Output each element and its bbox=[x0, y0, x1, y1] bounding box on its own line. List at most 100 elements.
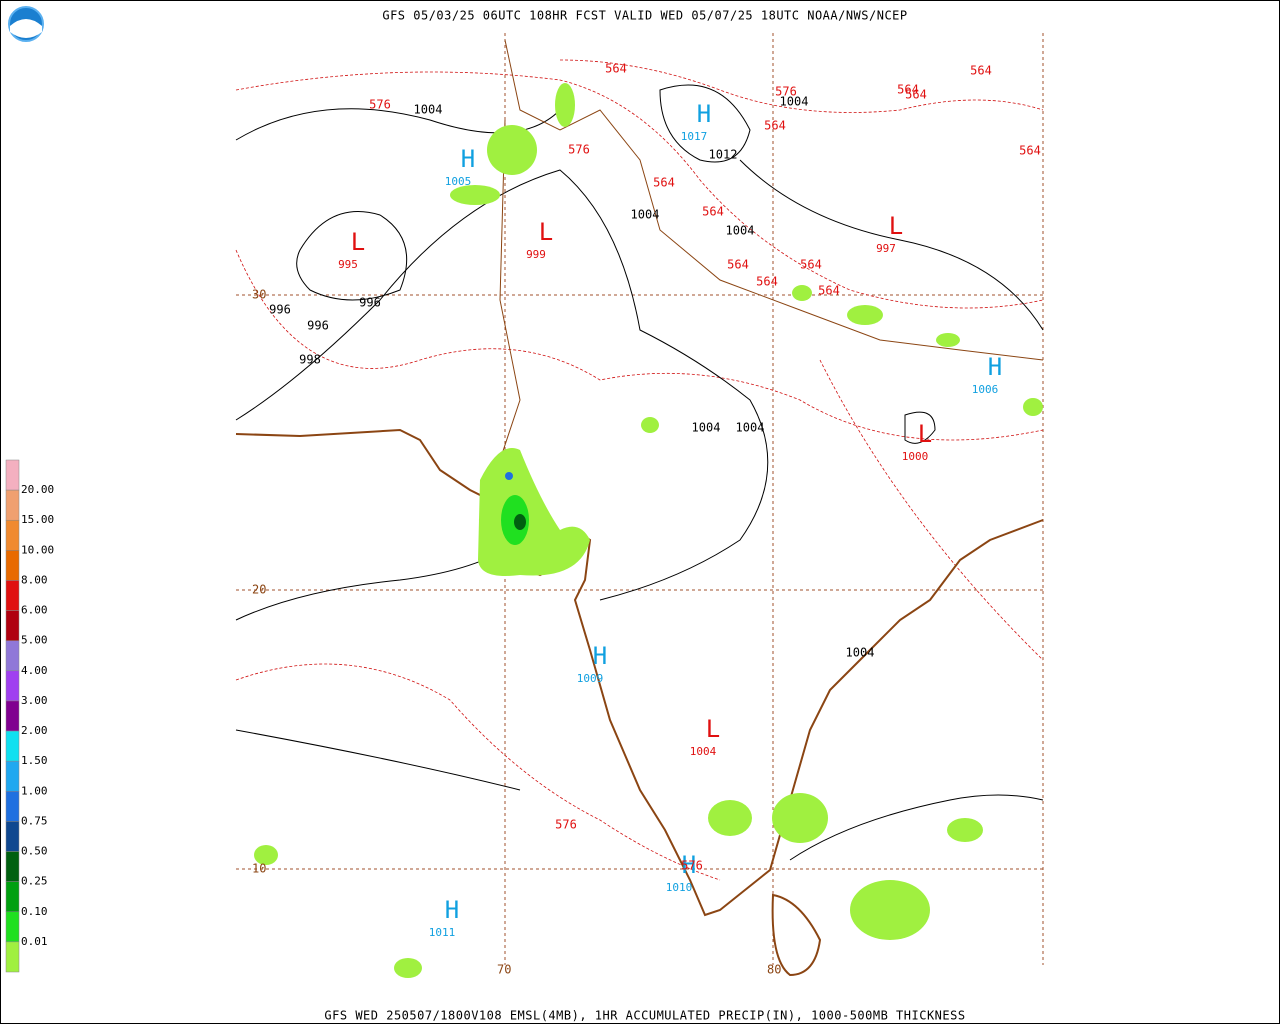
precip-area bbox=[514, 514, 526, 530]
legend-label: 20.00 bbox=[21, 483, 54, 496]
legend-swatch bbox=[5, 550, 20, 581]
legend-label: 0.10 bbox=[21, 905, 48, 918]
thickness-label: 564 bbox=[756, 275, 778, 289]
map-area bbox=[235, 33, 1044, 978]
legend-label: 6.00 bbox=[21, 604, 48, 617]
pressure-center-symbol: H bbox=[593, 642, 607, 670]
thickness-label: 564 bbox=[800, 258, 822, 272]
isobar bbox=[739, 159, 1044, 331]
pressure-center-value: 1011 bbox=[429, 926, 456, 939]
isobar-label: 1004 bbox=[736, 421, 765, 435]
thickness-label: 576 bbox=[369, 98, 391, 112]
pressure-center-value: 1000 bbox=[902, 450, 929, 463]
title: GFS 05/03/25 06UTC 108HR FCST VALID WED … bbox=[382, 9, 907, 23]
legend-swatch bbox=[5, 821, 20, 852]
precip-area bbox=[555, 83, 575, 127]
pressure-center-value: 1010 bbox=[666, 881, 693, 894]
precip-area bbox=[772, 793, 828, 843]
isobar-label: 1004 bbox=[631, 208, 660, 222]
noaa-logo-bird bbox=[10, 19, 42, 38]
precip-area bbox=[792, 285, 812, 301]
legend-label: 1.50 bbox=[21, 754, 48, 767]
longitude-label: 80 bbox=[767, 963, 781, 977]
precip-area bbox=[850, 880, 930, 940]
pressure-center-symbol: H bbox=[682, 851, 696, 879]
pressure-center-value: 1009 bbox=[577, 672, 604, 685]
isobar-label: 1004 bbox=[846, 646, 875, 660]
pressure-center-symbol: H bbox=[988, 353, 1002, 381]
isobar-label: 1004 bbox=[692, 421, 721, 435]
isobar-label: 1012 bbox=[709, 148, 738, 162]
longitude-label: 70 bbox=[497, 963, 511, 977]
thickness-contour bbox=[235, 249, 1044, 441]
thickness-contour bbox=[235, 71, 1044, 309]
isobar bbox=[235, 729, 521, 791]
pressure-center-symbol: H bbox=[461, 145, 475, 173]
latitude-label: 20 bbox=[252, 583, 266, 597]
legend-label: 8.00 bbox=[21, 573, 48, 586]
precip-area bbox=[947, 818, 983, 842]
isobar bbox=[296, 211, 408, 301]
thickness-label: 564 bbox=[970, 64, 992, 78]
legend-swatch bbox=[5, 489, 20, 521]
thickness-label: 576 bbox=[555, 818, 577, 832]
thickness-label: 564 bbox=[764, 119, 786, 133]
legend-label: 0.50 bbox=[21, 845, 48, 858]
precip-area bbox=[394, 958, 422, 978]
thickness-contour bbox=[559, 59, 1044, 113]
thickness-label: 564 bbox=[818, 284, 840, 298]
legend-label: 15.00 bbox=[21, 513, 54, 526]
isobar bbox=[789, 794, 1044, 861]
sri-lanka-coast bbox=[771, 893, 822, 977]
pressure-center-value: 1006 bbox=[972, 383, 999, 396]
map-labels: 30 20 10 70 80 H 1005 H 1017 L 995 L 999 L 997 H 1006 L 10… bbox=[252, 62, 1041, 977]
legend-swatch bbox=[5, 580, 20, 611]
precip-area bbox=[487, 125, 537, 175]
isobar-label: 1004 bbox=[726, 224, 755, 238]
legend-label: 2.00 bbox=[21, 724, 48, 737]
legend-swatch bbox=[5, 519, 20, 551]
precip-area bbox=[1023, 398, 1043, 416]
legend-label: 10.00 bbox=[21, 543, 54, 556]
coastline bbox=[235, 428, 1044, 917]
precip-area bbox=[505, 472, 513, 480]
legend-swatch bbox=[5, 459, 20, 491]
isobar-label: 996 bbox=[307, 319, 329, 333]
pressure-center-value: 1017 bbox=[681, 130, 708, 143]
legend-swatch bbox=[5, 730, 20, 762]
legend-swatch bbox=[5, 700, 20, 732]
precip-area bbox=[254, 845, 278, 865]
border bbox=[504, 39, 1044, 361]
thickness-label: 564 bbox=[897, 83, 919, 97]
legend-label: 5.00 bbox=[21, 634, 48, 647]
thickness-label: 564 bbox=[702, 205, 724, 219]
thickness-label: 564 bbox=[653, 176, 675, 190]
pressure-center-value: 1004 bbox=[690, 745, 717, 758]
legend-label: 0.75 bbox=[21, 814, 48, 827]
legend-swatch bbox=[5, 670, 20, 702]
isobar-label: 998 bbox=[299, 353, 321, 367]
pressure-center-value: 995 bbox=[338, 258, 358, 271]
thickness-label: 564 bbox=[727, 258, 749, 272]
isobar bbox=[235, 169, 769, 601]
precip-legend: 20.00 15.00 10.00 8.00 6.00 5.00 4.00 3.00 2.00 1… bbox=[5, 459, 54, 973]
isobar-label: 996 bbox=[269, 303, 291, 317]
precip-area bbox=[478, 448, 590, 576]
isobar-label: 1004 bbox=[780, 95, 809, 109]
legend-swatch bbox=[5, 911, 20, 943]
pressure-center-symbol: L bbox=[539, 218, 553, 246]
pressure-center-value: 997 bbox=[876, 242, 896, 255]
pressure-center-symbol: L bbox=[918, 420, 932, 448]
precip-areas bbox=[254, 83, 1043, 978]
precip-area bbox=[936, 333, 960, 347]
pressure-center-symbol: L bbox=[889, 212, 903, 240]
legend-label: 0.25 bbox=[21, 875, 48, 888]
pressure-center-symbol: H bbox=[445, 896, 459, 924]
legend-swatch bbox=[5, 760, 20, 792]
latitude-label: 10 bbox=[252, 862, 266, 876]
isobar bbox=[659, 84, 751, 163]
thickness-contour bbox=[235, 663, 721, 881]
footer: GFS WED 250507/1800V108 EMSL(4MB), 1HR A… bbox=[324, 1009, 965, 1023]
thickness-contour bbox=[819, 359, 1044, 661]
